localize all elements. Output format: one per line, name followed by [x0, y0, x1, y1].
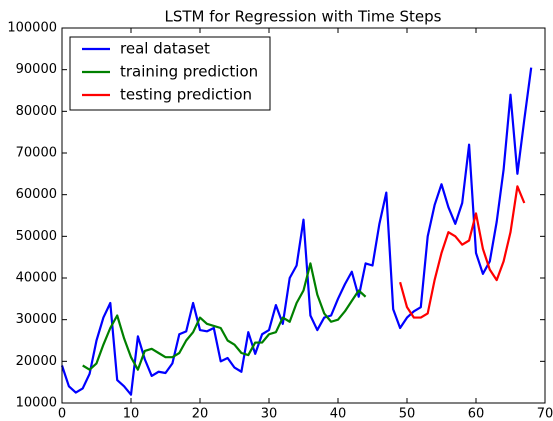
x-tick-label: 40	[330, 407, 347, 421]
y-tick-label: 60000	[16, 187, 57, 202]
chart-title: LSTM for Regression with Time Steps	[165, 8, 442, 26]
x-tick-label: 30	[261, 407, 278, 421]
series-line	[82, 262, 367, 371]
legend-label: real dataset	[120, 40, 210, 58]
y-tick-label: 90000	[16, 62, 57, 77]
y-tick-label: 10000	[16, 396, 57, 411]
y-tick-label: 30000	[16, 312, 57, 327]
x-tick-label: 20	[192, 407, 209, 421]
plot-frame	[61, 27, 546, 404]
series-line	[60, 67, 533, 396]
x-tick-label: 0	[58, 407, 66, 421]
x-tick-label: 70	[537, 407, 553, 421]
y-tick-label: 40000	[16, 271, 57, 286]
y-tick-label: 50000	[16, 229, 57, 244]
legend-label: training prediction	[120, 63, 258, 81]
x-tick-label: 50	[399, 407, 416, 421]
y-tick-label: 70000	[16, 146, 57, 161]
series-line	[399, 185, 526, 319]
x-tick-label: 60	[468, 407, 485, 421]
legend-label: testing prediction	[120, 86, 252, 104]
y-tick-label: 100000	[7, 21, 57, 36]
x-tick-label: 10	[123, 407, 140, 421]
y-tick-label: 20000	[16, 354, 57, 369]
y-tick-label: 80000	[16, 104, 57, 119]
